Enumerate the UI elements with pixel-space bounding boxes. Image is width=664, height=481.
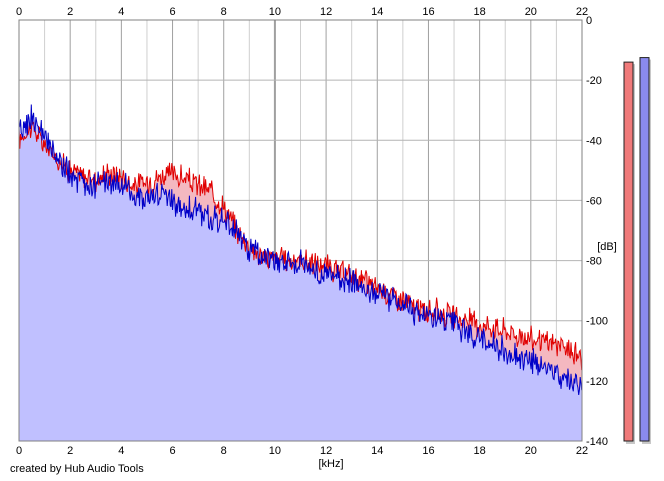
x-tick-label-bottom: 0 [16, 445, 22, 457]
x-tick-label-bottom: 22 [576, 445, 588, 457]
series-blue-fill [19, 104, 582, 441]
x-tick-label-top: 12 [320, 6, 332, 18]
x-tick-label-bottom: 2 [67, 445, 73, 457]
y-tick-label: -100 [586, 316, 608, 328]
credit-text: created by Hub Audio Tools [10, 463, 144, 475]
x-tick-label-bottom: 4 [118, 445, 124, 457]
y-tick-labels: 0 -20 -40 -60 -80 -100 -120 -140 [586, 15, 608, 448]
x-tick-label-top: 6 [169, 6, 175, 18]
x-tick-label-top: 2 [67, 6, 73, 18]
meter-blue [639, 57, 650, 442]
y-tick-label: -20 [586, 75, 602, 87]
x-tick-label-top: 16 [422, 6, 434, 18]
series-blue-line [18, 104, 583, 395]
y-tick-label: -60 [586, 195, 602, 207]
x-tick-label-top: 0 [16, 6, 22, 18]
y-axis-label: [dB] [597, 241, 617, 253]
y-tick-label: -80 [586, 256, 602, 268]
x-tick-label-top: 10 [269, 6, 281, 18]
y-tick-label: -120 [586, 376, 608, 388]
y-tick-label: -40 [586, 135, 602, 147]
x-tick-label-top: 20 [525, 6, 537, 18]
x-tick-label-top: 14 [371, 6, 383, 18]
x-tick-label-bottom: 18 [474, 445, 486, 457]
x-tick-label-top: 18 [474, 6, 486, 18]
x-tick-label-bottom: 14 [371, 445, 383, 457]
y-tick-label: -140 [586, 436, 608, 448]
meter-red [623, 61, 634, 442]
x-tick-label-bottom: 8 [221, 445, 227, 457]
x-tick-label-top: 4 [118, 6, 124, 18]
x-tick-label-bottom: 16 [422, 445, 434, 457]
x-tick-label-bottom: 20 [525, 445, 537, 457]
level-meters [623, 57, 651, 444]
x-tick-label-bottom: 6 [169, 445, 175, 457]
x-tick-label-top: 22 [576, 6, 588, 18]
x-tick-label-bottom: 10 [269, 445, 281, 457]
x-axis-label: [kHz] [318, 458, 343, 470]
x-tick-label-bottom: 12 [320, 445, 332, 457]
plot-frame [18, 19, 583, 442]
spectrum-lines [18, 104, 583, 395]
y-tick-label: 0 [586, 15, 592, 27]
x-tick-label-top: 8 [221, 6, 227, 18]
